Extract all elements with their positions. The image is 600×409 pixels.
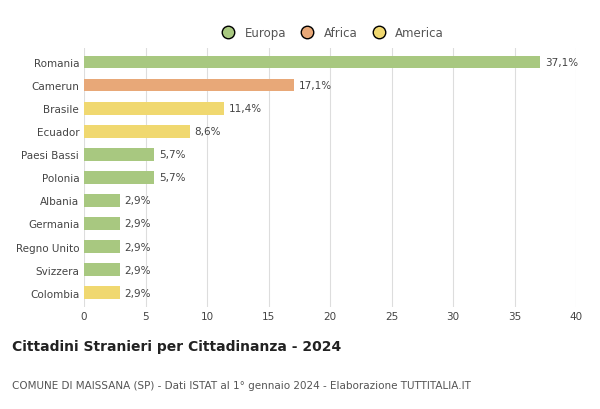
Bar xyxy=(84,240,119,253)
Bar xyxy=(84,287,119,299)
Bar xyxy=(84,103,224,115)
Text: 5,7%: 5,7% xyxy=(159,150,185,160)
Bar xyxy=(84,264,119,276)
Bar xyxy=(84,148,154,161)
Bar xyxy=(84,56,541,69)
Text: 8,6%: 8,6% xyxy=(195,127,221,137)
Bar xyxy=(84,126,190,138)
Text: 2,9%: 2,9% xyxy=(125,242,151,252)
Bar xyxy=(84,195,119,207)
Text: Cittadini Stranieri per Cittadinanza - 2024: Cittadini Stranieri per Cittadinanza - 2… xyxy=(12,339,341,353)
Text: 5,7%: 5,7% xyxy=(159,173,185,183)
Text: 2,9%: 2,9% xyxy=(125,219,151,229)
Text: 2,9%: 2,9% xyxy=(125,196,151,206)
Text: 17,1%: 17,1% xyxy=(299,81,332,91)
Bar xyxy=(84,218,119,230)
Bar xyxy=(84,172,154,184)
Bar xyxy=(84,80,295,92)
Text: 11,4%: 11,4% xyxy=(229,104,262,114)
Text: 2,9%: 2,9% xyxy=(125,288,151,298)
Text: 2,9%: 2,9% xyxy=(125,265,151,275)
Text: COMUNE DI MAISSANA (SP) - Dati ISTAT al 1° gennaio 2024 - Elaborazione TUTTITALI: COMUNE DI MAISSANA (SP) - Dati ISTAT al … xyxy=(12,380,471,390)
Legend: Europa, Africa, America: Europa, Africa, America xyxy=(216,27,444,40)
Text: 37,1%: 37,1% xyxy=(545,58,578,68)
